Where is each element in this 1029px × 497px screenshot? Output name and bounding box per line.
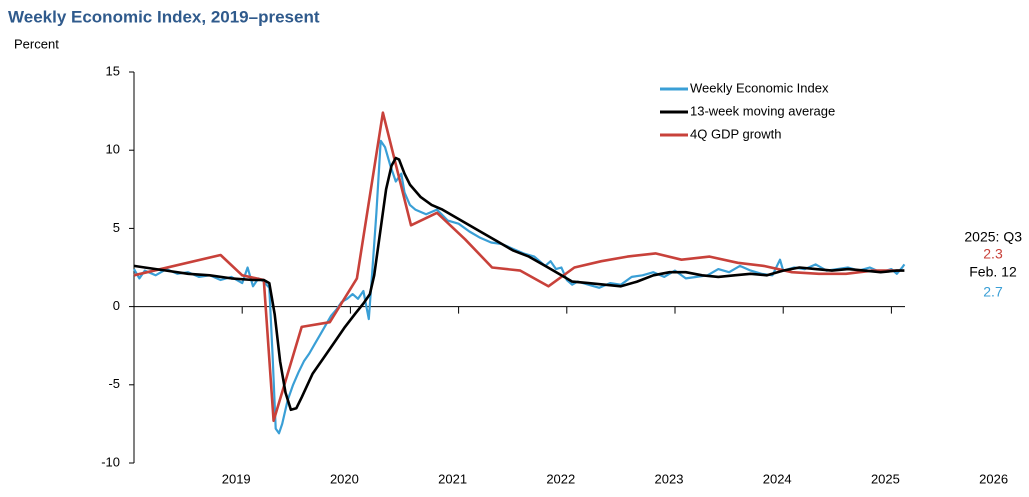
data-line [133,111,901,423]
x-tick-label: 2019 [222,471,251,486]
y-tick-label: 15 [106,63,120,78]
x-tick-label: 2024 [763,471,792,486]
legend-label: 13-week moving average [690,103,835,118]
legend-label: 4Q GDP growth [690,126,782,141]
annotation: Feb. 12 [969,264,1017,280]
y-tick-label: -5 [108,376,120,391]
data-line [133,156,905,412]
x-tick-label: 2025 [871,471,900,486]
x-tick-label: 2022 [546,471,575,486]
y-tick-label: 5 [113,220,120,235]
x-tick-label: 2021 [438,471,467,486]
data-line [133,139,906,435]
chart-title: Weekly Economic Index, 2019–present [8,7,320,26]
annotation: 2.7 [983,284,1003,300]
y-tick-label: -10 [101,454,120,469]
x-tick-label: 2026 [979,471,1008,486]
legend-label: Weekly Economic Index [690,80,829,95]
y-tick-label: 0 [113,298,120,313]
y-tick-label: 10 [106,142,120,157]
x-tick-label: 2020 [330,471,359,486]
annotation: 2.3 [983,246,1003,262]
annotation: 2025: Q3 [964,229,1022,245]
y-axis-label: Percent [14,36,59,51]
x-tick-label: 2023 [655,471,684,486]
